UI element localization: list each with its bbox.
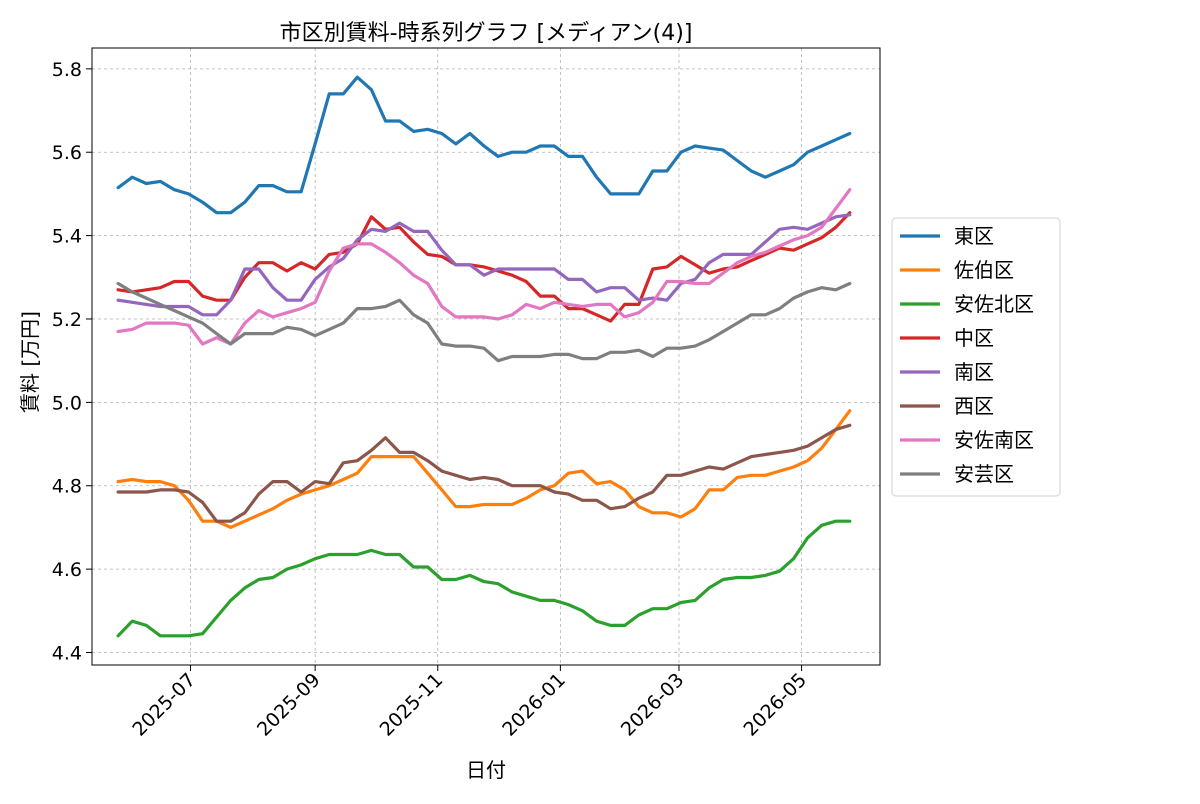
y-tick-label: 5.8 bbox=[52, 59, 82, 81]
series-line-2 bbox=[116, 519, 852, 638]
grid bbox=[92, 48, 880, 665]
series-line-7 bbox=[116, 281, 852, 363]
legend-entry-label: 南区 bbox=[954, 360, 994, 384]
y-tick-label: 4.6 bbox=[52, 559, 82, 581]
series-line-5 bbox=[116, 423, 852, 523]
y-tick-label: 5.2 bbox=[52, 309, 82, 331]
y-tick-label: 5.4 bbox=[52, 226, 82, 248]
series-lines bbox=[116, 75, 852, 638]
legend-entry-label: 安芸区 bbox=[954, 462, 1014, 486]
legend-entry-label: 西区 bbox=[954, 394, 994, 418]
legend-entry-label: 中区 bbox=[954, 326, 994, 350]
y-tick-label: 5.0 bbox=[52, 392, 82, 414]
legend-box bbox=[891, 217, 1061, 497]
series-line-0 bbox=[116, 75, 852, 215]
series-line-4 bbox=[116, 213, 852, 317]
legend-entry-label: 東区 bbox=[954, 224, 994, 248]
x-axis-label: 日付 bbox=[466, 758, 506, 782]
y-tick-label: 5.6 bbox=[52, 142, 82, 164]
plot-area-frame bbox=[91, 47, 881, 666]
y-tick-label: 4.8 bbox=[52, 476, 82, 498]
chart-title: 市区別賃料-時系列グラフ [メディアン(4)] bbox=[280, 21, 693, 46]
legend-entry-label: 安佐北区 bbox=[954, 292, 1034, 316]
series-line-6 bbox=[116, 188, 852, 346]
series-line-1 bbox=[116, 409, 852, 530]
y-axis-label: 賃料 [万円] bbox=[18, 311, 42, 413]
legend-entry-label: 安佐南区 bbox=[954, 428, 1034, 452]
y-tick-label: 4.4 bbox=[52, 642, 82, 664]
legend-entry-label: 佐伯区 bbox=[954, 258, 1014, 282]
